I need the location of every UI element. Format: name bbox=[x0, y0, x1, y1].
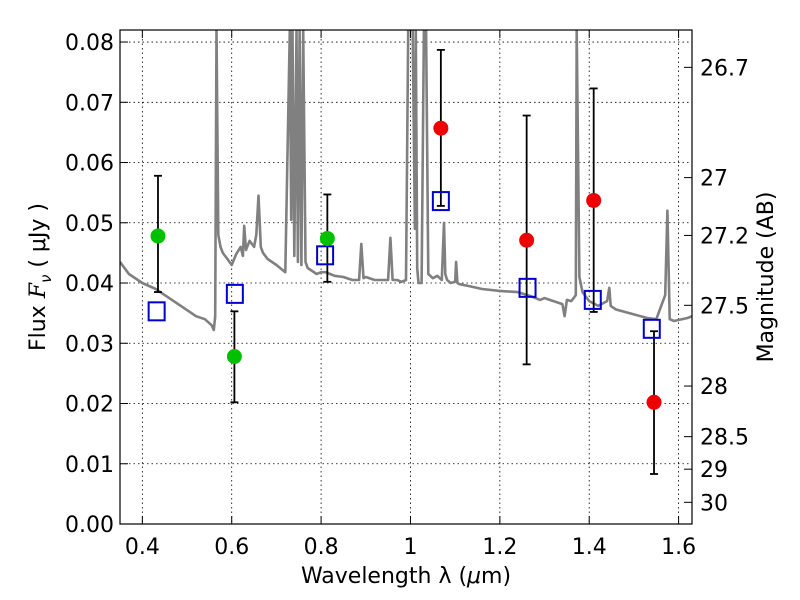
y-axis-title-symbol: F bbox=[26, 282, 51, 299]
data-point bbox=[319, 230, 335, 246]
y2-tick-label: 28.5 bbox=[700, 426, 749, 451]
y2-tick-label: 26.7 bbox=[700, 56, 749, 81]
y2-tick-label: 27 bbox=[700, 167, 728, 192]
y-tick-label: 0.01 bbox=[65, 453, 114, 478]
data-point bbox=[433, 120, 449, 136]
model-sed-line bbox=[120, 30, 692, 332]
y-tick-label: 0.07 bbox=[65, 91, 114, 116]
y2-tick-label: 30 bbox=[700, 491, 728, 516]
y-tick-label: 0.06 bbox=[65, 152, 114, 177]
y-tick-label: 0.05 bbox=[65, 212, 114, 237]
y-tick-label: 0.04 bbox=[65, 272, 114, 297]
y2-axis-title: Magnitude (AB) bbox=[754, 192, 779, 363]
x-tick-label: 0.6 bbox=[214, 535, 249, 560]
data-point bbox=[646, 394, 662, 410]
y-axis-title-subscript: ν bbox=[37, 275, 55, 283]
data-point bbox=[150, 228, 166, 244]
y2-tick-label: 29 bbox=[700, 458, 728, 483]
x-tick-label: 1.6 bbox=[661, 535, 696, 560]
y-tick-label: 0.08 bbox=[65, 31, 114, 56]
data-point bbox=[519, 232, 535, 248]
x-tick-label: 1 bbox=[403, 535, 417, 560]
y-tick-label: 0.00 bbox=[65, 513, 114, 538]
model-photometry-square bbox=[431, 191, 450, 212]
axis-ticks bbox=[120, 30, 692, 525]
model-photometry-square bbox=[316, 245, 335, 266]
model-photometry-square bbox=[642, 318, 661, 339]
data-point bbox=[586, 192, 602, 208]
x-tick-label: 1.2 bbox=[482, 535, 517, 560]
x-axis-title: Wavelength λ (μm) bbox=[301, 564, 511, 589]
x-tick-label: 0.4 bbox=[125, 535, 160, 560]
model-photometry-square bbox=[518, 277, 537, 298]
x-tick-label: 0.8 bbox=[304, 535, 339, 560]
y2-tick-label: 27.5 bbox=[700, 294, 749, 319]
x-axis-title-mu: μ bbox=[466, 564, 481, 589]
data-point bbox=[226, 349, 242, 365]
plot-frame bbox=[119, 29, 693, 525]
tick-labels: 0.4 0.6 0.8 1 1.2 1.4 1.6 0.00 0.01 0.02 0.03 0.04 0… bbox=[65, 31, 749, 560]
y2-tick-label: 27.2 bbox=[700, 224, 749, 249]
model-photometry-square bbox=[225, 283, 244, 304]
y-tick-label: 0.03 bbox=[65, 332, 114, 357]
photometry-points bbox=[150, 120, 662, 410]
y-tick-label: 0.02 bbox=[65, 393, 114, 418]
y2-tick-label: 28 bbox=[700, 375, 728, 400]
model-sed-series bbox=[120, 30, 692, 332]
model-photometry-squares bbox=[147, 191, 661, 339]
y-axis-title: Flux Fν ( μJy ) bbox=[26, 203, 55, 351]
model-photometry-square bbox=[583, 289, 602, 310]
model-photometry-square bbox=[147, 301, 166, 322]
x-tick-label: 1.4 bbox=[572, 535, 607, 560]
